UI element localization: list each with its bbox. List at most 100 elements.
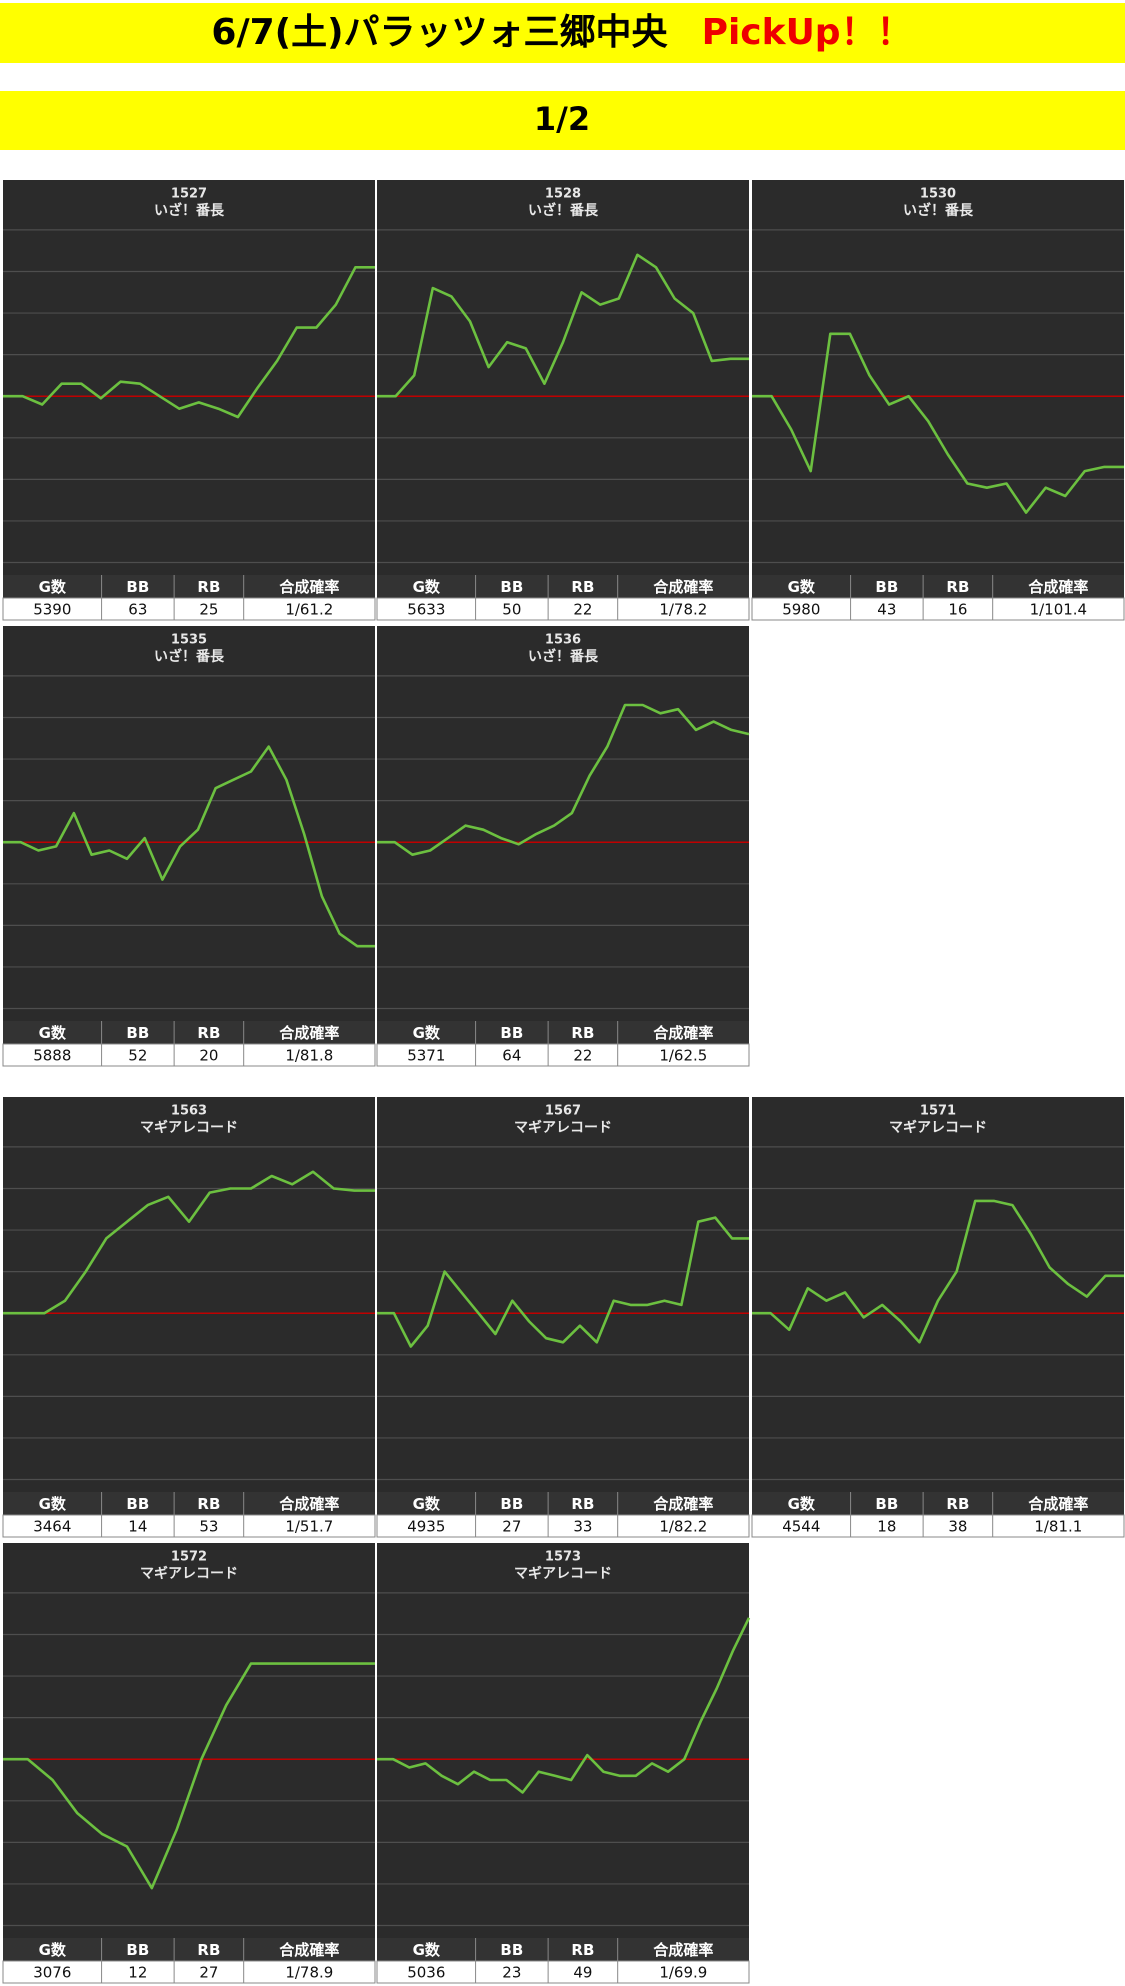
table-cell: 3076 xyxy=(33,1964,71,1982)
chart-title: 1528 xyxy=(545,187,581,202)
chart-subtitle: いざ！番長 xyxy=(528,648,599,665)
chart-title: 1571 xyxy=(920,1104,956,1119)
table-cell: 12 xyxy=(128,1964,147,1982)
title-text: 6/7(土)パラッツォ三郷中央 xyxy=(211,12,668,53)
plot-background xyxy=(377,180,749,575)
table-cell: 1/69.9 xyxy=(659,1964,707,1982)
table-header: BB xyxy=(126,1941,149,1959)
table-cell: 22 xyxy=(573,1047,592,1065)
table-header: BB xyxy=(500,578,523,596)
table-header: 合成確率 xyxy=(1027,578,1088,596)
table-header: G数 xyxy=(413,1941,441,1959)
table-cell: 1/78.9 xyxy=(285,1964,333,1982)
table-header: G数 xyxy=(788,578,816,596)
table-cell: 22 xyxy=(573,601,592,619)
data-line xyxy=(377,253,749,398)
table-header: BB xyxy=(126,578,149,596)
table-row-bg xyxy=(376,597,750,621)
table-header-bg xyxy=(3,1492,375,1515)
chart-title: 1563 xyxy=(171,1104,207,1119)
data-line xyxy=(752,332,1124,514)
table-cell: 20 xyxy=(199,1047,218,1065)
table-header: BB xyxy=(875,1495,898,1513)
table-header: G数 xyxy=(413,578,441,596)
chart-subtitle: いざ！番長 xyxy=(154,648,225,665)
table-header-bg xyxy=(377,1021,749,1044)
table-header: G数 xyxy=(39,1024,67,1042)
table-cell: 27 xyxy=(199,1964,218,1982)
table-header: 合成確率 xyxy=(1027,1495,1088,1513)
table-header: BB xyxy=(500,1024,523,1042)
table-cell: 4935 xyxy=(407,1518,445,1536)
table-header: 合成確率 xyxy=(278,1024,339,1042)
table-row-bg xyxy=(376,1960,750,1984)
table-header: 合成確率 xyxy=(652,1024,713,1042)
table-cell: 27 xyxy=(502,1518,521,1536)
table-cell: 4544 xyxy=(782,1518,820,1536)
table-cell: 18 xyxy=(877,1518,896,1536)
table-cell: 1/81.1 xyxy=(1034,1518,1082,1536)
table-header-bg xyxy=(752,1492,1124,1515)
table-cell: 53 xyxy=(199,1518,218,1536)
table-cell: 1/101.4 xyxy=(1030,601,1088,619)
table-row-bg xyxy=(2,1960,376,1984)
chart-subtitle: マギアレコード xyxy=(140,1565,238,1582)
data-line xyxy=(377,1617,751,1794)
table-header: RB xyxy=(571,1495,594,1513)
table-header: BB xyxy=(875,578,898,596)
table-header-bg xyxy=(3,1938,375,1961)
table-cell: 1/81.8 xyxy=(285,1047,333,1065)
table-header: G数 xyxy=(39,578,67,596)
table-header: G数 xyxy=(413,1495,441,1513)
table-header: G数 xyxy=(788,1495,816,1513)
page-label: 1/2 xyxy=(534,100,590,138)
table-cell: 3464 xyxy=(33,1518,71,1536)
plot-background xyxy=(3,1097,375,1492)
table-header: RB xyxy=(197,1941,220,1959)
table-header-bg xyxy=(752,575,1124,598)
chart-subtitle: いざ！番長 xyxy=(154,202,225,219)
plot-background xyxy=(752,180,1124,575)
table-cell: 1/51.7 xyxy=(285,1518,333,1536)
table-cell: 14 xyxy=(128,1518,147,1536)
data-line xyxy=(377,1216,749,1348)
chart-title: 1535 xyxy=(171,633,207,648)
chart-title: 1530 xyxy=(920,187,956,202)
plot-background xyxy=(377,1543,749,1938)
table-header: 合成確率 xyxy=(652,1941,713,1959)
chart-subtitle: マギアレコード xyxy=(514,1119,612,1136)
chart-subtitle: いざ！番長 xyxy=(903,202,974,219)
table-cell: 63 xyxy=(128,601,147,619)
table-header-bg xyxy=(3,575,375,598)
table-cell: 5390 xyxy=(33,601,71,619)
chart-subtitle: マギアレコード xyxy=(514,1565,612,1582)
table-header: RB xyxy=(197,1495,220,1513)
table-header: RB xyxy=(946,1495,969,1513)
header-bar xyxy=(0,3,1125,63)
table-cell: 23 xyxy=(502,1964,521,1982)
table-cell: 5371 xyxy=(407,1047,445,1065)
table-header: RB xyxy=(197,578,220,596)
chart-subtitle: マギアレコード xyxy=(889,1119,987,1136)
plot-background xyxy=(377,1097,749,1492)
table-cell: 52 xyxy=(128,1047,147,1065)
table-header: 合成確率 xyxy=(652,578,713,596)
plot-background xyxy=(377,626,749,1021)
table-row-bg xyxy=(376,1514,750,1538)
table-header: BB xyxy=(500,1495,523,1513)
table-header: 合成確率 xyxy=(278,1495,339,1513)
table-header: RB xyxy=(571,578,594,596)
table-header: G数 xyxy=(413,1024,441,1042)
table-cell: 5633 xyxy=(407,601,445,619)
page-bar xyxy=(0,91,1125,150)
chart-title: 1567 xyxy=(545,1104,581,1119)
chart-title: 1527 xyxy=(171,187,207,202)
table-cell: 1/62.5 xyxy=(659,1047,707,1065)
table-cell: 64 xyxy=(502,1047,521,1065)
plot-background xyxy=(752,1097,1124,1492)
table-cell: 16 xyxy=(948,601,967,619)
table-row-bg xyxy=(751,1514,1125,1538)
data-line xyxy=(3,1170,375,1315)
table-cell: 50 xyxy=(502,601,521,619)
